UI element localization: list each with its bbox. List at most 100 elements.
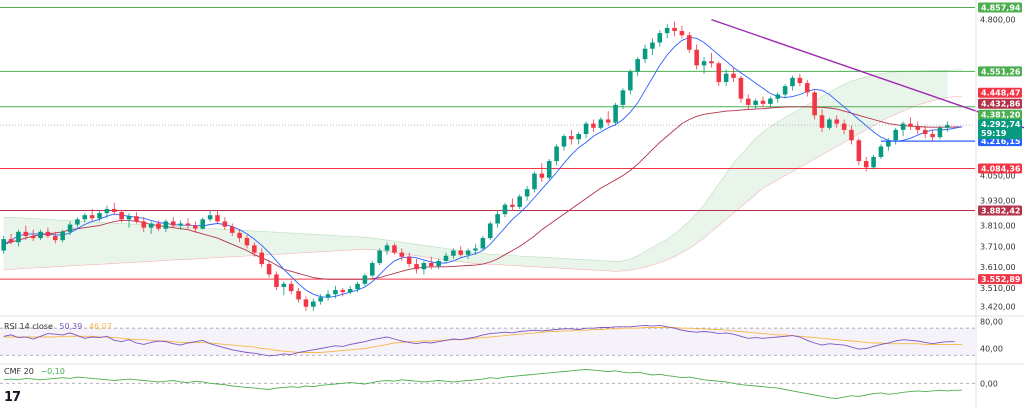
candle[interactable]: [421, 260, 427, 275]
candle[interactable]: [915, 121, 921, 135]
candle[interactable]: [819, 109, 825, 132]
candle[interactable]: [635, 57, 640, 76]
candle[interactable]: [937, 125, 943, 140]
candle[interactable]: [657, 30, 663, 47]
candle[interactable]: [222, 217, 228, 230]
candle[interactable]: [362, 273, 368, 286]
candle[interactable]: [642, 44, 648, 64]
candle[interactable]: [782, 84, 788, 99]
candle[interactable]: [340, 287, 346, 297]
candle[interactable]: [473, 244, 478, 255]
candle[interactable]: [229, 223, 235, 236]
candle[interactable]: [148, 221, 154, 234]
candle[interactable]: [524, 186, 530, 201]
candle[interactable]: [701, 57, 707, 74]
candle[interactable]: [863, 156, 869, 172]
candle[interactable]: [347, 285, 353, 295]
tradingview-logo[interactable]: 17: [4, 390, 21, 405]
candle[interactable]: [878, 144, 884, 159]
candle[interactable]: [274, 271, 279, 291]
candle[interactable]: [303, 296, 309, 311]
candle[interactable]: [583, 121, 589, 139]
candle[interactable]: [532, 171, 537, 193]
candle[interactable]: [561, 134, 567, 151]
candle[interactable]: [856, 138, 862, 166]
candle[interactable]: [384, 242, 390, 255]
candle[interactable]: [613, 102, 618, 126]
candle[interactable]: [134, 212, 139, 224]
candle[interactable]: [30, 229, 36, 242]
candle[interactable]: [399, 248, 405, 261]
candle[interactable]: [311, 298, 316, 311]
candle[interactable]: [141, 217, 147, 232]
candle[interactable]: [598, 117, 604, 130]
candle[interactable]: [849, 125, 854, 145]
candle[interactable]: [16, 229, 21, 247]
candle[interactable]: [546, 159, 552, 180]
candle[interactable]: [569, 129, 574, 145]
candle[interactable]: [576, 131, 581, 145]
level-price-tag[interactable]: 3.882,42: [978, 205, 1022, 216]
candle[interactable]: [406, 252, 412, 268]
candle[interactable]: [355, 281, 360, 293]
candle[interactable]: [281, 281, 287, 296]
candle[interactable]: [170, 217, 176, 228]
candle[interactable]: [679, 25, 685, 39]
candle[interactable]: [465, 248, 471, 259]
rsi-legend[interactable]: RSI 14 close 50,39 46,07: [4, 322, 112, 331]
candle[interactable]: [370, 260, 375, 278]
candle[interactable]: [163, 219, 169, 232]
candle[interactable]: [790, 75, 795, 91]
candle[interactable]: [443, 252, 449, 264]
candle[interactable]: [75, 217, 80, 228]
candle[interactable]: [687, 32, 692, 53]
candle[interactable]: [126, 213, 132, 228]
candle[interactable]: [377, 248, 382, 266]
candle[interactable]: [53, 231, 58, 244]
candle[interactable]: [908, 117, 913, 130]
candle[interactable]: [200, 217, 206, 230]
candle[interactable]: [664, 23, 670, 39]
candle[interactable]: [60, 229, 65, 243]
candle[interactable]: [760, 96, 766, 107]
candle[interactable]: [104, 205, 110, 219]
candle[interactable]: [517, 194, 523, 209]
candle[interactable]: [178, 220, 183, 230]
candle[interactable]: [797, 73, 803, 87]
candle[interactable]: [215, 211, 220, 224]
cmf-legend[interactable]: CMF 20 −0,10: [4, 367, 65, 376]
candle[interactable]: [650, 38, 655, 55]
candle[interactable]: [768, 96, 773, 107]
candle[interactable]: [495, 211, 500, 228]
candle[interactable]: [89, 208, 95, 222]
candle[interactable]: [930, 129, 935, 142]
candle[interactable]: [723, 69, 729, 87]
candle[interactable]: [591, 119, 596, 132]
level-price-tag[interactable]: 4.084,36: [978, 163, 1022, 174]
candle[interactable]: [67, 221, 73, 235]
candle[interactable]: [259, 248, 264, 268]
candle[interactable]: [605, 111, 611, 126]
candle[interactable]: [414, 258, 419, 274]
candle[interactable]: [745, 94, 751, 110]
candle[interactable]: [945, 121, 950, 132]
candle[interactable]: [266, 260, 272, 278]
candle[interactable]: [731, 67, 736, 83]
candle[interactable]: [428, 256, 434, 270]
candle[interactable]: [812, 90, 817, 120]
candle[interactable]: [672, 21, 677, 37]
indicator-price-tag[interactable]: 4.448,47: [978, 87, 1022, 98]
candle[interactable]: [237, 229, 242, 243]
candle[interactable]: [716, 61, 722, 87]
candle[interactable]: [554, 144, 559, 166]
candle[interactable]: [325, 290, 331, 301]
candle[interactable]: [922, 125, 928, 139]
candle[interactable]: [886, 138, 891, 151]
candle[interactable]: [436, 258, 441, 270]
candle[interactable]: [392, 243, 397, 255]
candle[interactable]: [318, 294, 323, 305]
candle[interactable]: [458, 246, 464, 257]
candle[interactable]: [207, 211, 213, 222]
